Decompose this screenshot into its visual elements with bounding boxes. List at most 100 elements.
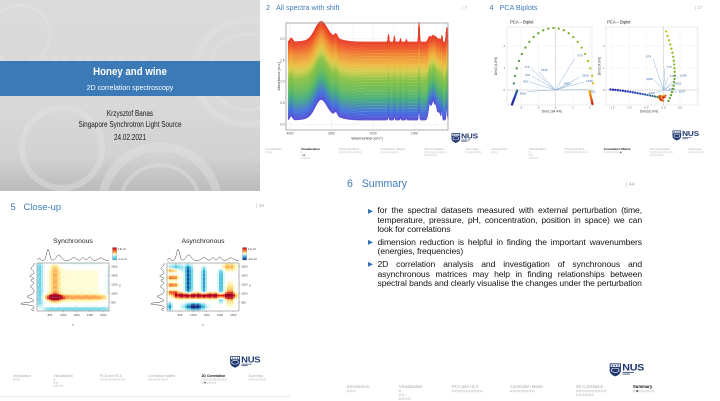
svg-text:Dim3 (0.9%): Dim3 (0.9%) [640,110,658,114]
svg-text:1415: 1415 [675,82,682,86]
svg-text:-3.8e-02: -3.8e-02 [248,258,258,261]
svg-text:-1.5: -1.5 [610,106,615,110]
svg-text:800: 800 [178,313,183,317]
svg-text:2: 2 [572,106,574,110]
svg-text:1600: 1600 [111,264,118,268]
svg-text:3306: 3306 [648,91,655,95]
svg-text:-5: -5 [520,106,523,110]
svg-text:-1.0: -1.0 [627,106,632,110]
svg-text:1.0: 1.0 [280,80,285,84]
svg-text:Introduction: Introduction [347,384,370,389]
svg-text:1: 1 [603,66,605,70]
svg-text:1463: 1463 [670,74,677,78]
svg-text:Correlation Matrix: Correlation Matrix [604,147,631,151]
svg-text:0.0: 0.0 [280,123,285,127]
svg-text:803: 803 [523,80,528,84]
svg-text:2.0: 2.0 [280,37,285,41]
svg-text:1415: 1415 [563,82,570,86]
svg-text:Synchronous: Synchronous [53,238,93,245]
svg-text:Summary: Summary [466,147,480,151]
svg-text:Summary: Summary [249,374,264,378]
svg-text:1600: 1600 [100,313,107,317]
svg-text:3.3e-02: 3.3e-02 [248,248,257,251]
svg-text:NUS: NUS [622,363,644,373]
svg-text:Summary: Summary [633,384,653,389]
svg-text:NUS: NUS [241,355,261,364]
svg-text:-0.5: -0.5 [644,106,649,110]
svg-text:6.8e-01: 6.8e-01 [118,248,127,251]
svg-text:1000: 1000 [241,291,248,295]
svg-text:Correlation Matrix: Correlation Matrix [148,374,176,378]
svg-text:1000: 1000 [411,132,418,136]
svg-text:1600: 1600 [230,313,237,317]
svg-text:0: 0 [603,88,605,92]
svg-text:4000: 4000 [286,132,293,136]
svg-text:800: 800 [111,300,116,304]
svg-text:Visualization: Visualization [399,384,423,389]
svg-text:1: 1 [503,66,505,70]
svg-text:1200: 1200 [241,282,248,286]
svg-text:Dim2 (4.6%): Dim2 (4.6%) [494,57,498,75]
svg-text:1600: 1600 [241,264,248,268]
svg-text:0: 0 [503,88,505,92]
svg-text:1051: 1051 [589,90,596,94]
svg-text:Absorbance [a.u.]: Absorbance [a.u.] [277,62,281,90]
svg-text:1200: 1200 [73,313,80,317]
svg-text:1639: 1639 [541,68,548,72]
svg-text:1000: 1000 [111,291,118,295]
svg-text:PCA and HCA: PCA and HCA [565,147,586,151]
svg-text:5: 5 [589,106,591,110]
svg-text:1646: 1646 [680,74,687,78]
svg-text:PCA – Biplot: PCA – Biplot [607,20,631,25]
svg-text:1400: 1400 [217,313,224,317]
svg-text:3000: 3000 [328,132,335,136]
svg-text:0.5: 0.5 [678,106,682,110]
svg-text:2936: 2936 [646,77,653,81]
svg-text:Dim1 (94.4%): Dim1 (94.4%) [542,110,562,114]
svg-text:Wavenumber [cm-1]: Wavenumber [cm-1] [351,136,382,141]
svg-text:0: 0 [555,106,557,110]
svg-text:2D Correlation: 2D Correlation [424,147,444,151]
svg-text:1400: 1400 [87,313,94,317]
svg-text:Correlation Matrix: Correlation Matrix [510,384,544,389]
svg-text:1200: 1200 [111,282,118,286]
svg-text:2000: 2000 [369,132,376,136]
svg-text:ν₁: ν₁ [72,323,75,327]
svg-text:2936: 2936 [582,74,589,78]
svg-text:3306: 3306 [519,92,526,96]
svg-text:1200: 1200 [203,313,210,317]
svg-text:679: 679 [578,54,583,58]
svg-text:Introduction: Introduction [266,147,283,151]
svg-text:PCA and HCA: PCA and HCA [100,374,123,378]
svg-text:Dim2 (4.6%): Dim2 (4.6%) [598,57,602,75]
svg-text:-2: -2 [537,106,540,110]
svg-text:Summary: Summary [689,147,703,151]
svg-text:679: 679 [646,55,651,59]
svg-text:0.5: 0.5 [280,101,285,105]
svg-text:PCA and HCA: PCA and HCA [339,147,360,151]
svg-text:2D Correlation: 2D Correlation [576,384,604,389]
svg-text:2: 2 [503,44,505,48]
svg-text:831: 831 [525,73,530,77]
svg-text:Asynchronous: Asynchronous [181,238,225,245]
svg-text:1.5: 1.5 [280,58,285,62]
svg-text:Visualization: Visualization [529,147,547,151]
svg-text:1400: 1400 [111,273,118,277]
svg-text:NUS: NUS [682,129,699,137]
svg-text:Introduction: Introduction [13,374,31,378]
svg-text:0.0: 0.0 [662,106,666,110]
svg-text:Introduction: Introduction [491,147,508,151]
svg-text:ν₁: ν₁ [202,323,205,327]
svg-text:775: 775 [667,65,672,69]
svg-text:800: 800 [241,300,246,304]
svg-text:ν₂: ν₂ [118,284,122,288]
svg-text:2: 2 [603,44,605,48]
svg-text:Visualization: Visualization [54,374,73,378]
svg-text:1000: 1000 [60,313,67,317]
svg-text:ν₂: ν₂ [248,284,252,288]
svg-text:1000: 1000 [190,313,197,317]
svg-text:800: 800 [48,313,53,317]
svg-text:Visualization: Visualization [301,147,320,151]
svg-text:PCA – Biplot: PCA – Biplot [510,20,534,25]
svg-text:2D Correlation: 2D Correlation [202,374,226,378]
